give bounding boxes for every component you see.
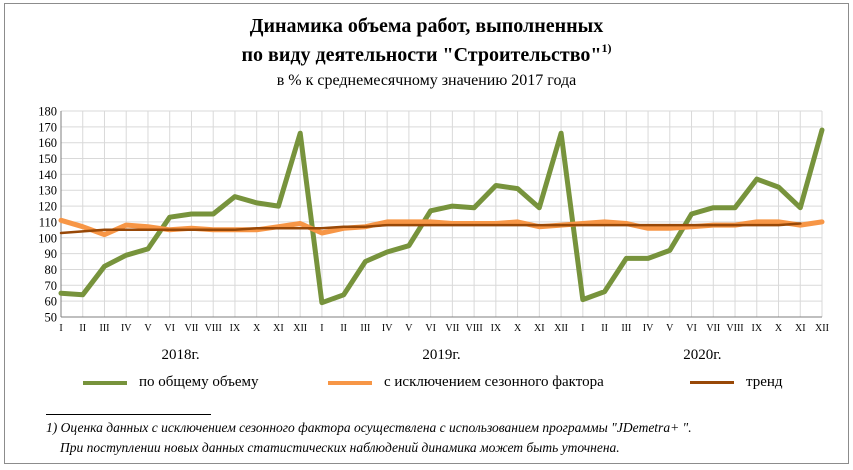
series-line-0 [58,127,825,306]
x-tick-label: VII [185,323,199,334]
x-tick-label: X [253,323,261,334]
x-tick-label: V [405,323,413,334]
x-tick-label: I [581,323,584,334]
chart-title-line1: Динамика объема работ, выполненных [249,15,604,37]
x-tick-label: III [360,323,370,334]
chart-subtitle: в % к среднемесячному значению 2017 года [276,72,577,89]
x-tick-label: XII [293,323,307,334]
x-tick-label: VI [164,323,175,334]
footnote-line2: При поступлении новых данных статистичес… [60,440,620,455]
legend-item-seasonal: с исключением сезонного фактора [328,374,604,391]
year-label: 2019г. [422,347,460,363]
y-tick-label: 120 [38,200,57,214]
x-tick-label: III [621,323,631,334]
y-tick-label: 80 [45,263,58,277]
y-tick-label: 130 [38,184,57,198]
x-tick-label: VII [445,323,459,334]
x-tick-label: IV [121,323,132,334]
x-tick-label: XII [554,323,568,334]
x-tick-label: IX [751,323,762,334]
y-tick-label: 70 [45,279,58,293]
y-tick-label: 100 [38,231,57,245]
x-tick-label: V [144,323,152,334]
x-tick-label: IV [382,323,393,334]
x-tick-label: II [79,323,86,334]
x-tick-label: V [666,323,674,334]
legend-label-total: по общему объему [139,374,259,390]
x-tick-label: XII [815,323,829,334]
x-tick-label: VIII [726,323,743,334]
x-tick-label: I [59,323,62,334]
x-tick-label: XI [534,323,545,334]
y-tick-label: 50 [45,311,58,325]
legend-label-trend: тренд [746,374,783,390]
x-tick-label: XI [273,323,284,334]
legend-swatch-seasonal [328,380,372,385]
x-tick-label: VI [686,323,697,334]
x-tick-label: II [340,323,347,334]
x-tick-label: II [601,323,608,334]
x-tick-label: X [775,323,783,334]
x-tick-label: VIII [205,323,222,334]
y-tick-label: 180 [38,105,57,119]
y-tick-label: 170 [38,120,57,134]
y-tick-label: 90 [45,247,58,261]
x-tick-label: III [99,323,109,334]
y-tick-label: 140 [38,168,57,182]
y-tick-label: 110 [39,215,57,229]
legend: по общему объему с исключением сезонного… [0,374,853,394]
x-tick-label: IV [643,323,654,334]
footnote-line1: 1) Оценка данных с исключением сезонного… [46,420,692,435]
legend-swatch-trend [690,381,734,384]
x-tick-label: VII [706,323,720,334]
x-tick-label: XI [795,323,806,334]
x-tick-label: VIII [466,323,483,334]
series-line-2 [59,222,802,235]
x-tick-label: IX [491,323,502,334]
legend-swatch-total [83,380,127,385]
chart-title-line2: по виду деятельности "Строительство"1) [0,41,853,67]
x-tick-label: VI [425,323,436,334]
x-tick-label: IX [230,323,241,334]
x-tick-label: I [320,323,323,334]
footnote-separator [46,414,211,415]
y-tick-label: 60 [45,295,58,309]
legend-item-trend: тренд [690,374,783,391]
legend-item-total: по общему объему [83,374,259,391]
y-tick-label: 150 [38,152,57,166]
year-label: 2018г. [161,347,199,363]
year-label: 2020г. [683,347,721,363]
x-tick-label: X [514,323,522,334]
title-footnote-mark: 1) [601,41,612,55]
legend-label-seasonal: с исключением сезонного фактора [384,374,604,390]
y-tick-label: 160 [38,136,57,150]
chart-title-line2-text: по виду деятельности "Строительство" [241,44,602,66]
